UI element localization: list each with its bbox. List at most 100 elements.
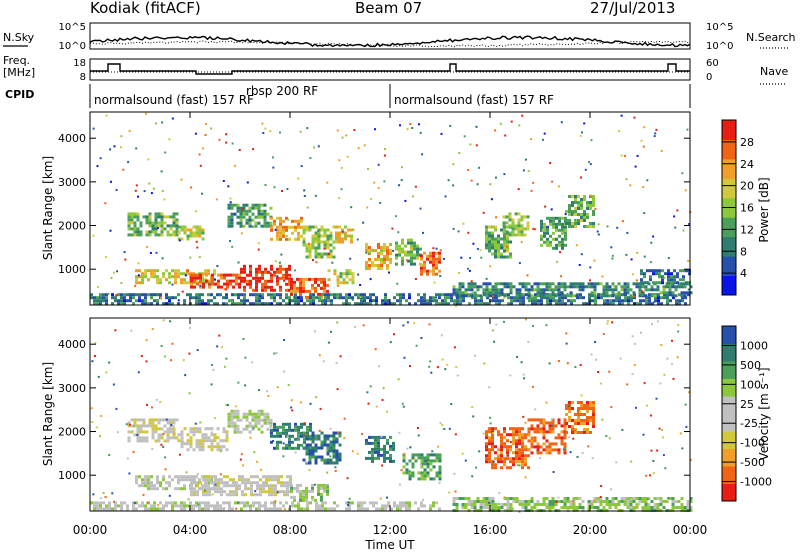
heatmap-cell — [491, 442, 494, 446]
heatmap-speck — [556, 260, 559, 263]
heatmap-cell — [423, 263, 426, 267]
heatmap-cell — [262, 481, 265, 485]
heatmap-cell — [527, 433, 531, 437]
heatmap-cell — [210, 293, 213, 297]
heatmap-cell — [488, 427, 491, 431]
heatmap-cell — [523, 227, 527, 231]
heatmap-cell — [99, 501, 102, 505]
heatmap-speck — [205, 123, 207, 125]
heatmap-cell — [211, 279, 214, 283]
heatmap-cell — [548, 442, 552, 446]
heatmap-cell — [297, 231, 300, 235]
heatmap-cell — [210, 439, 214, 443]
heatmap-cell — [569, 282, 573, 286]
heatmap-speck — [509, 374, 512, 377]
heatmap-cell — [279, 302, 282, 306]
heatmap-cell — [289, 475, 292, 479]
heatmap-cell — [326, 237, 330, 241]
heatmap-cell — [516, 296, 519, 300]
heatmap-cell — [154, 427, 158, 431]
heatmap-cell — [329, 434, 333, 438]
heatmap-speck — [587, 445, 590, 448]
heatmap-cell — [323, 231, 327, 235]
heatmap-speck — [443, 428, 446, 430]
heatmap-cell — [285, 434, 288, 438]
heatmap-cell — [485, 231, 488, 235]
heatmap-cell — [584, 285, 588, 289]
heatmap-cell — [300, 219, 303, 223]
heatmap-cell — [623, 282, 627, 286]
heatmap-cell — [259, 478, 262, 482]
heatmap-cell — [285, 431, 288, 435]
heatmap-speck — [94, 342, 97, 345]
heatmap-speck — [162, 433, 165, 435]
heatmap-cell — [160, 230, 164, 234]
heatmap-cell — [644, 497, 648, 500]
heatmap-cell — [127, 221, 131, 225]
heatmap-cell — [452, 500, 456, 503]
heatmap-speck — [612, 285, 615, 288]
heatmap-cell — [141, 281, 144, 285]
heatmap-cell — [159, 507, 162, 511]
heatmap-cell — [558, 219, 561, 223]
heatmap-speck — [476, 183, 479, 186]
heatmap-speck — [353, 129, 356, 131]
heatmap-speck — [518, 464, 521, 467]
heatmap-cell — [282, 431, 285, 435]
heatmap-cell — [612, 302, 615, 306]
heatmap-cell — [350, 234, 353, 238]
heatmap-cell — [402, 471, 406, 475]
heatmap-speck — [415, 344, 418, 347]
heatmap-cell — [500, 228, 503, 232]
heatmap-speck — [102, 492, 105, 494]
heatmap-speck — [294, 451, 297, 454]
heatmap-cell — [381, 507, 384, 511]
heatmap-cell — [540, 237, 543, 241]
heatmap-cell — [407, 241, 410, 245]
heatmap-cell — [210, 504, 213, 508]
heatmap-cell — [105, 293, 108, 297]
heatmap-cell — [282, 234, 285, 238]
heatmap-cell — [183, 225, 187, 229]
heatmap-cell — [306, 428, 309, 432]
heatmap-cell — [667, 272, 670, 276]
heatmap-cell — [186, 448, 190, 452]
heatmap-cell — [560, 285, 564, 289]
heatmap-cell — [120, 507, 123, 511]
heatmap-cell — [423, 471, 427, 475]
heatmap-cell — [583, 216, 586, 219]
heatmap-cell — [183, 487, 186, 491]
heatmap-cell — [518, 503, 522, 506]
heatmap-cell — [407, 259, 410, 263]
heatmap-speck — [489, 422, 492, 425]
heatmap-speck — [252, 148, 255, 151]
heatmap-cell — [162, 504, 165, 508]
heatmap-cell — [302, 277, 305, 281]
heatmap-cell — [577, 419, 580, 422]
heatmap-cell — [186, 504, 189, 508]
heatmap-cell — [129, 296, 132, 300]
heatmap-cell — [558, 293, 561, 297]
heatmap-cell — [383, 453, 386, 457]
heatmap-cell — [308, 228, 312, 232]
heatmap-cell — [311, 452, 315, 456]
heatmap-speck — [264, 127, 267, 130]
heatmap-cell — [555, 225, 558, 229]
heatmap-cell — [617, 500, 621, 503]
heatmap-cell — [557, 448, 561, 452]
heatmap-cell — [199, 279, 202, 283]
heatmap-cell — [274, 475, 277, 479]
heatmap-speck — [127, 161, 130, 164]
heatmap-cell — [488, 439, 491, 443]
heatmap-cell — [257, 212, 261, 216]
heatmap-cell — [485, 228, 488, 232]
heatmap-cell — [574, 210, 577, 213]
heatmap-cell — [214, 282, 217, 286]
heatmap-cell — [240, 270, 243, 274]
y-tick-label: 2000 — [58, 426, 86, 439]
heatmap-cell — [405, 471, 409, 475]
heatmap-cell — [571, 401, 574, 404]
heatmap-cell — [269, 424, 273, 428]
heatmap-cell — [299, 292, 302, 296]
heatmap-cell — [462, 296, 465, 300]
